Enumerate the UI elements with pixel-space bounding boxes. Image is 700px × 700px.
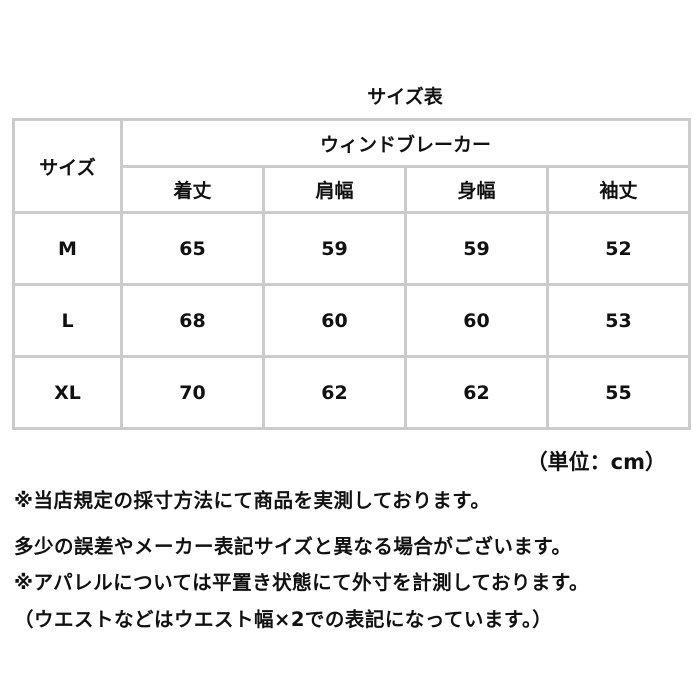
value-cell: 70 — [120, 355, 265, 430]
product-header: ウィンドブレーカー — [120, 118, 691, 168]
table-row: L 68 60 60 53 — [12, 283, 691, 358]
value-cell: 52 — [546, 211, 691, 286]
unit-label: （単位：cm） — [526, 450, 666, 474]
size-cell: M — [12, 211, 123, 286]
value-cell: 62 — [262, 355, 407, 430]
note-line: 多少の誤差やメーカー表記サイズと異なる場合がございます。 — [14, 535, 572, 558]
note-line: （ウエストなどはウエスト幅×2での表記になっています。） — [14, 608, 553, 631]
value-cell: 59 — [404, 211, 549, 286]
value-cell: 62 — [404, 355, 549, 430]
table-row: M 65 59 59 52 — [12, 211, 691, 286]
value-cell: 65 — [120, 211, 265, 286]
column-header: 肩幅 — [262, 165, 407, 214]
value-cell: 68 — [120, 283, 265, 358]
value-cell: 55 — [546, 355, 691, 430]
column-header: 身幅 — [404, 165, 549, 214]
note-line: ※アパレルについては平置き状態にて外寸を計測しております。 — [14, 571, 589, 594]
note-line: ※当店規定の採寸方法にて商品を実測しております。 — [14, 489, 491, 512]
table-row: XL 70 62 62 55 — [12, 355, 691, 430]
size-header: サイズ — [12, 118, 123, 214]
value-cell: 60 — [404, 283, 549, 358]
page-title: サイズ表 — [367, 86, 443, 108]
size-table: サイズ ウィンドブレーカー 着丈 肩幅 身幅 袖丈 M 65 59 59 52 … — [12, 118, 691, 430]
value-cell: 53 — [546, 283, 691, 358]
value-cell: 59 — [262, 211, 407, 286]
size-cell: L — [12, 283, 123, 358]
value-cell: 60 — [262, 283, 407, 358]
column-header: 袖丈 — [546, 165, 691, 214]
column-header: 着丈 — [120, 165, 265, 214]
size-cell: XL — [12, 355, 123, 430]
